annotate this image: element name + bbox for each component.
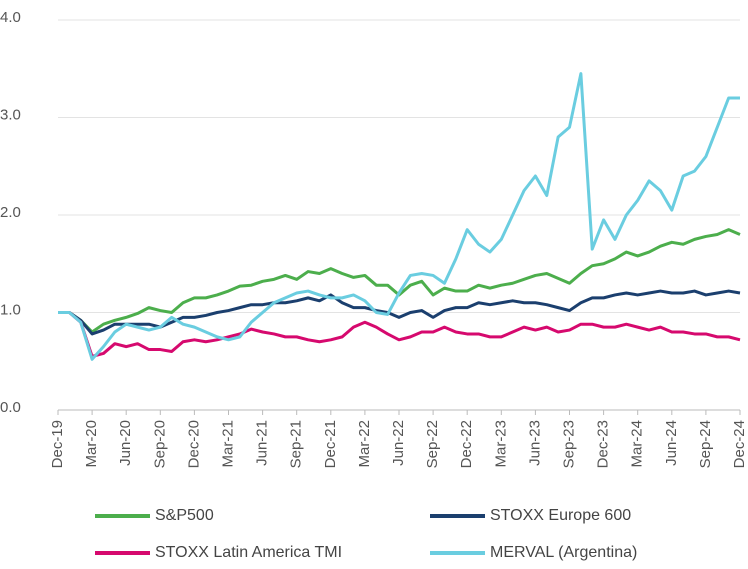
x-tick-label: Mar-24 xyxy=(629,420,646,468)
x-tick-label: Sep-21 xyxy=(288,420,305,468)
x-tick-label: Sep-24 xyxy=(697,420,714,468)
x-tick-label: Mar-21 xyxy=(219,420,236,468)
x-tick-label: Mar-23 xyxy=(492,420,509,468)
series-line xyxy=(58,72,740,361)
y-tick-label: 2.0 xyxy=(0,204,21,221)
series-line xyxy=(58,289,741,336)
x-tick-label: Dec-23 xyxy=(595,420,612,468)
legend-label: STOXX Latin America TMI xyxy=(155,544,342,561)
y-tick-label: 1.0 xyxy=(0,301,21,318)
x-tick-label: Jun-23 xyxy=(526,420,543,466)
x-tick-label: Dec-24 xyxy=(731,420,748,468)
x-tick-label: Sep-22 xyxy=(424,420,441,468)
y-tick-label: 4.0 xyxy=(0,9,21,26)
x-tick-label: Sep-23 xyxy=(560,420,577,468)
x-tick-label: Dec-20 xyxy=(185,420,202,468)
x-tick-label: Jun-24 xyxy=(663,420,680,466)
y-tick-label: 3.0 xyxy=(0,106,21,123)
x-tick-label: Mar-20 xyxy=(83,420,100,468)
legend-label: MERVAL (Argentina) xyxy=(490,544,637,561)
x-tick-label: Jun-22 xyxy=(390,420,407,466)
x-tick-label: Jun-21 xyxy=(254,420,271,466)
x-tick-label: Jun-20 xyxy=(117,420,134,466)
legend-label: S&P500 xyxy=(155,507,214,524)
x-tick-label: Sep-20 xyxy=(151,420,168,468)
x-tick-label: Mar-22 xyxy=(356,420,373,468)
y-tick-label: 0.0 xyxy=(0,399,21,416)
x-tick-label: Dec-19 xyxy=(49,420,66,468)
series-line xyxy=(58,311,741,358)
legend-label: STOXX Europe 600 xyxy=(490,507,631,524)
x-tick-label: Dec-21 xyxy=(322,420,339,468)
x-tick-label: Dec-22 xyxy=(458,420,475,468)
